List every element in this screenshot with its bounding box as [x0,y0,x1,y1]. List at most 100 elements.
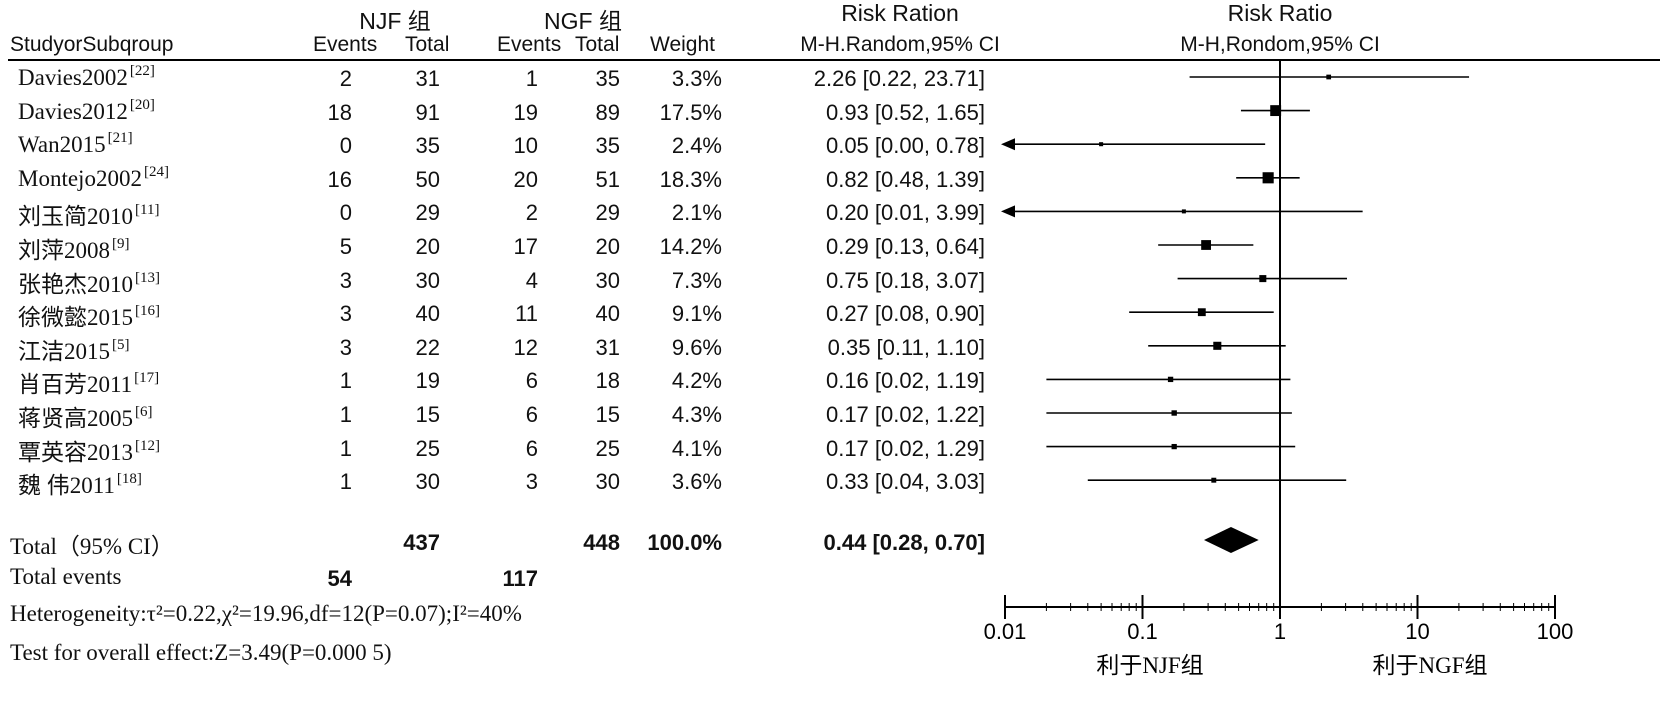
events2-cell: 6 [525,368,538,394]
study-point [1181,209,1186,214]
group2-header: NGF 组 [544,8,622,34]
ci-cell: 0.93 [0.52, 1.65] [825,99,985,125]
total-ci: 0.44 [0.28, 0.70] [823,530,985,555]
events1-cell: 2 [339,66,352,91]
study-name: 张艳杰2010 [13] [18,265,160,299]
study-name-text: 徐微懿2015 [18,305,133,331]
total1-cell: 22 [415,334,440,360]
events1-header: Events [313,33,378,56]
study-point [1099,142,1104,147]
total-events-label: Total events [10,564,122,589]
study-name-text: 刘玉简2010 [18,204,133,230]
total-weight: 100.0% [647,530,722,555]
weight-cell: 7.3% [671,267,722,293]
total1-cell: 50 [415,166,440,192]
study-point [1201,240,1211,250]
rr-subtitle-right: M-H,Rondom,95% CI [1180,33,1380,56]
events2-header: Events [497,33,562,56]
study-name-text: 刘萍2008 [18,238,110,263]
weight-cell: 18.3% [659,166,722,192]
total2-cell: 35 [595,66,620,91]
weight-cell: 14.2% [659,234,722,259]
study-name: Montejo2002 [24] [18,164,169,192]
total2-cell: 29 [595,200,620,226]
total2-cell: 15 [595,402,620,427]
events2-cell: 20 [513,166,538,192]
total2-cell: 30 [595,469,620,495]
events1-cell: 16 [327,166,352,192]
ci-cell: 0.17 [0.02, 1.22] [825,402,985,427]
total1-cell: 40 [415,301,440,327]
study-name: 蒋贤高2005 [6] [18,399,153,433]
favours-left-label: 利于NJF组 [1096,653,1203,678]
ci-cell: 0.17 [0.02, 1.29] [825,435,985,461]
study-name-text: Montejo2002 [18,165,142,191]
total2-cell: 40 [595,301,620,327]
total1-cell: 91 [415,99,440,125]
study-name-text: 张艳杰2010 [18,271,133,297]
study-name: 覃英容2013 [12] [18,433,160,467]
total1-cell: 29 [415,200,440,226]
events1-cell: 0 [339,133,352,159]
ci-cell: 0.16 [0.02, 1.19] [825,368,985,394]
x-tick-label: 0.1 [1127,619,1158,644]
events2-cell: 3 [525,469,538,495]
weight-cell: 2.4% [671,133,722,159]
study-ref: [20] [129,96,155,113]
study-point [1197,308,1206,317]
ci-cell: 0.75 [0.18, 3.07] [825,267,985,293]
total-events1: 54 [327,566,352,591]
events1-cell: 1 [339,469,352,495]
study-point [1171,410,1177,416]
total1-cell: 30 [415,469,440,495]
events2-cell: 2 [525,200,538,226]
events2-cell: 1 [525,66,538,91]
study-point [1171,443,1177,450]
study-name: Davies2012 [20] [18,97,155,125]
study-name: 刘萍2008 [9] [18,231,130,265]
study-ref: [17] [134,370,160,387]
weight-cell: 3.3% [671,66,722,91]
ci-arrow [1001,205,1015,218]
total2-cell: 18 [595,368,620,394]
study-name-text: 覃英容2013 [18,439,133,465]
study-ref: [12] [135,437,160,454]
events2-cell: 6 [525,402,538,427]
x-tick-label: 100 [1537,619,1574,644]
study-name: 刘玉简2010 [11] [18,197,159,231]
study-column-header: StudyorSubqroup [10,33,174,56]
total1-value: 437 [403,530,440,555]
total2-cell: 89 [595,99,620,125]
study-ref: [11] [135,202,160,219]
ci-cell: 2.26 [0.22, 23.71] [813,66,985,91]
total2-value: 448 [583,530,620,555]
ci-cell: 0.27 [0.08, 0.90] [825,301,985,327]
events1-cell: 5 [339,234,352,259]
rr-title-left: Risk Ration [841,0,959,26]
study-ref: [16] [135,303,160,320]
study-name-text: 江洁2015 [18,338,110,364]
study-name: 徐微懿2015 [16] [18,298,160,332]
study-ref: [22] [129,63,155,79]
study-ref: [18] [116,471,142,488]
events1-cell: 3 [339,267,352,293]
heterogeneity-text: Heterogeneity:τ²=0.22,χ²=19.96,df=12(P=0… [10,601,522,626]
ci-cell: 0.33 [0.04, 3.03] [825,469,985,495]
study-ref: [24] [143,163,169,180]
ci-cell: 0.82 [0.48, 1.39] [825,166,985,192]
events2-cell: 10 [513,133,538,159]
weight-cell: 9.6% [671,334,722,360]
events2-cell: 6 [525,435,538,461]
events2-cell: 17 [513,234,538,259]
total1-cell: 20 [415,234,440,259]
study-ref: [6] [135,404,153,420]
total1-cell: 35 [415,133,440,159]
ci-cell: 0.35 [0.11, 1.10] [827,334,985,360]
ci-arrow [1001,138,1015,151]
study-name-text: 蒋贤高2005 [18,406,133,431]
study-point [1326,74,1332,80]
events1-cell: 1 [339,402,352,427]
rr-subtitle-left: M-H.Random,95% CI [800,33,1000,56]
events1-cell: 3 [339,334,352,360]
